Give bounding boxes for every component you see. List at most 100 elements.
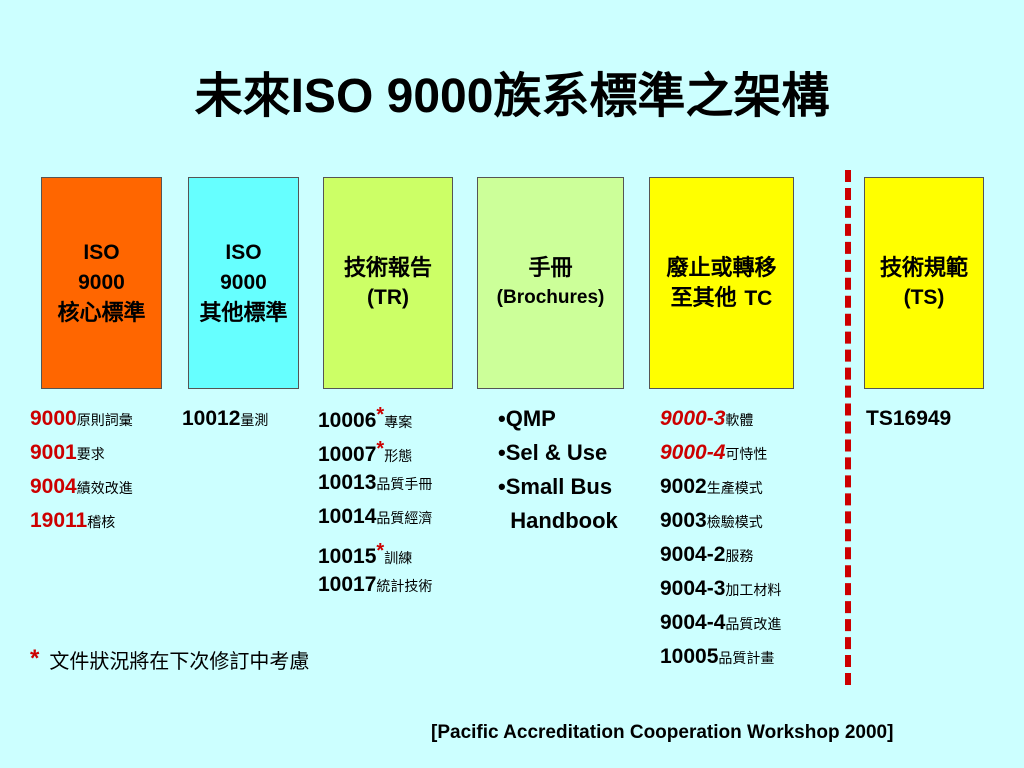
box-label: 9000 [220, 271, 267, 294]
std-number: 9004-4 [660, 611, 726, 634]
footnote-text: 文件狀況將在下次修訂中考慮 [49, 649, 310, 673]
list-brochures: •QMP •Sel & Use •Small Bus Handbook [498, 402, 618, 538]
box-label: ISO [83, 241, 120, 264]
list-item: 9000-3軟體 [660, 402, 781, 436]
box-label: (Brochures) [496, 287, 605, 308]
list-technical-spec: TS16949 [866, 402, 951, 436]
box-iso9000-other: ISO 9000 其他標準 [188, 177, 299, 389]
list-other-standards: 10012量測 [182, 402, 268, 436]
asterisk-icon: * [376, 438, 385, 460]
list-item: 10015*訓練 [318, 534, 432, 568]
list-item: 10006*專案 [318, 398, 432, 432]
page-title: 未來ISO 9000族系標準之架構 [0, 66, 1024, 127]
std-number: 9002 [660, 475, 707, 498]
title-suffix: 族系標準之架構 [493, 68, 830, 124]
list-item: 19011稽核 [30, 504, 133, 538]
list-item: 9004績效改進 [30, 470, 133, 504]
std-desc: 可恃性 [725, 447, 768, 463]
list-item: Handbook [498, 508, 618, 533]
list-item: 10014品質經濟 [318, 500, 432, 534]
std-desc: 服務 [725, 549, 754, 565]
list-item: •Small Bus [498, 474, 613, 499]
box-label: 至其他 [670, 284, 745, 311]
std-number: 9004-2 [660, 543, 726, 566]
std-number: 9004 [30, 475, 77, 498]
list-item: 10005品質計畫 [660, 640, 781, 674]
list-item: •QMP [498, 406, 556, 431]
std-desc: 專案 [384, 415, 413, 431]
list-item: TS16949 [866, 402, 951, 436]
box-technical-spec: 技術規範 (TS) [864, 177, 984, 389]
std-number: 9001 [30, 441, 77, 464]
std-number: 10005 [660, 645, 719, 668]
std-number: 10013 [318, 471, 377, 494]
list-item: 9003檢驗模式 [660, 504, 781, 538]
box-label: 技術報告 [343, 255, 432, 281]
std-number: 9004-3 [660, 577, 726, 600]
std-desc: 形態 [384, 449, 413, 465]
list-item: 9001要求 [30, 436, 133, 470]
footnote: * 文件狀況將在下次修訂中考慮 [30, 645, 309, 674]
box-label: 手冊 [528, 255, 573, 281]
std-number: 19011 [30, 509, 88, 532]
std-desc: 稽核 [87, 515, 116, 531]
box-label: 技術規範 [879, 255, 968, 281]
std-desc: 品質計畫 [718, 651, 775, 667]
std-number: 9003 [660, 509, 707, 532]
std-desc: 檢驗模式 [706, 515, 763, 531]
std-number: 10006 [318, 409, 377, 432]
title-prefix: 未來 [194, 68, 291, 124]
std-desc: 訓練 [384, 551, 413, 567]
box-iso9000-core: ISO 9000 核心標準 [41, 177, 162, 389]
box-brochures: 手冊 (Brochures) [477, 177, 624, 389]
asterisk-icon: * [376, 404, 385, 426]
box-label: TC [744, 286, 773, 310]
list-item: 10013品質手冊 [318, 466, 432, 500]
std-number: TS16949 [866, 407, 952, 430]
box-technical-report: 技術報告 (TR) [323, 177, 453, 389]
std-desc: 品質經濟 [376, 511, 433, 527]
list-item: •Sel & Use [498, 440, 608, 465]
list-item: 9000-4可恃性 [660, 436, 781, 470]
box-withdrawn: 廢止或轉移 至其他 TC [649, 177, 794, 389]
list-item: 10007*形態 [318, 432, 432, 466]
std-number: 9000-3 [660, 407, 726, 430]
box-label: ISO [225, 241, 262, 264]
box-label: 核心標準 [57, 300, 146, 326]
std-desc: 生產模式 [706, 481, 763, 497]
std-desc: 統計技術 [376, 579, 433, 595]
std-desc: 績效改進 [76, 481, 133, 497]
list-item: 9004-3加工材料 [660, 572, 781, 606]
std-number: 10015 [318, 545, 377, 568]
std-desc: 原則詞彙 [76, 413, 133, 429]
list-item: 10012量測 [182, 402, 268, 436]
std-desc: 要求 [76, 447, 105, 463]
std-number: 10007 [318, 443, 377, 466]
box-label: 廢止或轉移 [666, 254, 777, 281]
std-desc: 量測 [240, 413, 269, 429]
box-label: 其他標準 [199, 300, 288, 326]
title-iso: ISO 9000 [290, 70, 494, 123]
std-desc: 品質改進 [725, 617, 782, 633]
list-item: 9002生產模式 [660, 470, 781, 504]
std-number: 9000-4 [660, 441, 726, 464]
list-item: 9004-2服務 [660, 538, 781, 572]
std-desc: 軟體 [725, 413, 754, 429]
std-desc: 加工材料 [725, 583, 782, 599]
list-core-standards: 9000原則詞彙 9001要求 9004績效改進 19011稽核 [30, 402, 133, 538]
asterisk-icon: * [30, 645, 40, 672]
std-number: 9000 [30, 407, 77, 430]
asterisk-icon: * [376, 540, 385, 562]
std-desc: 品質手冊 [376, 477, 433, 493]
std-number: 10014 [318, 505, 377, 528]
std-number: 10012 [182, 407, 241, 430]
box-label: (TS) [903, 286, 945, 309]
std-number: 10017 [318, 573, 377, 596]
list-withdrawn: 9000-3軟體 9000-4可恃性 9002生產模式 9003檢驗模式 900… [660, 402, 781, 674]
box-label: (TR) [367, 286, 409, 309]
list-item: 9004-4品質改進 [660, 606, 781, 640]
dashed-divider [845, 170, 851, 685]
list-item: 9000原則詞彙 [30, 402, 133, 436]
box-label: 9000 [78, 271, 125, 294]
list-technical-reports: 10006*專案 10007*形態 10013品質手冊 10014品質經濟 10… [318, 398, 432, 602]
